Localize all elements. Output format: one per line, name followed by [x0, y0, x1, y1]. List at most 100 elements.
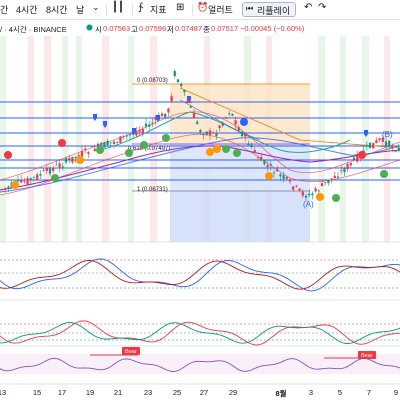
alert-button[interactable]: 얼러트	[208, 5, 233, 15]
candle-body	[212, 132, 215, 134]
candle-body	[279, 174, 282, 177]
candle-body	[333, 175, 336, 179]
candle-body	[378, 138, 381, 141]
candle-body	[58, 163, 61, 168]
candle-body	[304, 195, 308, 198]
symbol-label[interactable]: / · 4시간 · BINANCE	[0, 25, 67, 34]
candle-body	[375, 140, 378, 143]
toolbar-divider	[132, 4, 133, 16]
candle-body	[90, 145, 93, 147]
time-tick: 19	[85, 388, 95, 397]
candle-body	[311, 193, 314, 196]
candle-body	[218, 125, 221, 129]
candle-body	[176, 79, 180, 83]
candle-body	[282, 175, 285, 179]
interval-4h[interactable]: 4시간	[16, 5, 38, 15]
oscillator-pane-2[interactable]	[0, 320, 400, 347]
candle-body	[330, 178, 333, 180]
interval-1[interactable]: 간	[0, 5, 9, 15]
candle-body	[301, 191, 304, 196]
candle-body	[186, 100, 189, 102]
candle-body	[314, 188, 317, 192]
candle-body	[192, 113, 196, 118]
candle-body	[224, 117, 228, 118]
candle-body	[394, 150, 397, 152]
oscillator-pane-3[interactable]: Bear Bear	[0, 347, 400, 385]
grid-icon[interactable]: ⊞	[176, 2, 185, 13]
candle-body	[68, 158, 71, 160]
candle-body	[320, 183, 324, 187]
candle-body	[144, 123, 148, 127]
candle-body	[42, 170, 45, 172]
candle-body	[29, 178, 32, 180]
time-tick: 21	[113, 388, 123, 397]
candle-body	[266, 165, 269, 168]
candle-body	[84, 148, 87, 150]
indicators-icon[interactable]: ∱	[138, 2, 144, 13]
candle-body	[269, 164, 272, 166]
fib-level-0618: 0.618 (0.07497)	[128, 146, 170, 152]
replay-button[interactable]: ⏮ 리플레이	[242, 2, 296, 17]
candle-body	[20, 179, 23, 183]
candle-body	[391, 146, 394, 149]
candle-body	[372, 142, 375, 149]
candle-body	[138, 130, 141, 132]
candle-body	[109, 142, 112, 144]
candle-body	[125, 135, 128, 137]
candle-body	[368, 142, 372, 148]
indicators-button[interactable]: 지표	[150, 5, 167, 15]
toolbar-divider	[106, 4, 107, 16]
oscillator-pane-1[interactable]	[0, 258, 400, 301]
svg-text:Bear: Bear	[361, 353, 373, 359]
time-tick: 5	[337, 388, 343, 397]
undo-icon[interactable]: ↶	[304, 2, 313, 13]
candle-body	[256, 157, 260, 159]
price-chart[interactable]: 0 (0.08703) 0.618 (0.07497) 1 (0.06731)	[0, 36, 400, 400]
time-tick: 29	[228, 388, 238, 397]
dropdown-chevron-icon[interactable]: ⌄	[92, 2, 100, 12]
candlesticks	[0, 69, 400, 202]
time-axis[interactable]: 13 15 17 19 21 23 25 27 29 8월 3 5 7 9	[0, 386, 400, 400]
wave-label-b[interactable]: (B)	[382, 130, 393, 139]
candle-body	[349, 162, 352, 166]
candle-body	[292, 186, 295, 190]
candle-body	[55, 164, 58, 166]
interval-day[interactable]: 날	[76, 5, 85, 15]
candle-body	[80, 151, 84, 157]
candle-body	[276, 169, 279, 172]
signal-markers	[4, 96, 388, 202]
wave-label-a[interactable]: (A)	[303, 200, 314, 209]
candle-body	[148, 124, 151, 127]
candle-body	[64, 158, 68, 163]
candle-body	[253, 150, 256, 153]
candle-body	[336, 176, 340, 178]
open-value: 0.07563	[103, 24, 131, 33]
time-tick: 23	[143, 388, 153, 397]
bear-tag-2: Bear	[358, 351, 376, 359]
candle-body	[93, 148, 96, 152]
candle-body	[199, 130, 202, 132]
redo-icon[interactable]: ↷	[318, 2, 327, 13]
candle-body	[0, 189, 4, 191]
candle-body	[164, 113, 167, 118]
time-tick: 13	[0, 388, 7, 397]
candle-body	[327, 179, 330, 184]
candle-body	[23, 181, 26, 183]
interval-8h[interactable]: 8시간	[46, 5, 68, 15]
candle-body	[100, 142, 103, 146]
candle-body	[308, 193, 311, 196]
candle-body	[151, 122, 154, 124]
candle-body	[352, 157, 356, 161]
elliott-wave-labels[interactable]: (A) (B)	[303, 130, 393, 209]
candle-body	[196, 121, 199, 124]
candles-icon[interactable]: ┃┃	[112, 2, 125, 13]
ohlc-legend: / · 4시간 · BINANCE 시 0.07563 고 0.07596 저 …	[0, 22, 400, 36]
candle-body	[26, 178, 29, 185]
candle-body	[32, 176, 36, 178]
close-label: 종	[203, 25, 210, 34]
candle-body	[112, 141, 116, 144]
alarm-clock-icon[interactable]: ⏰	[197, 2, 209, 12]
candle-body	[189, 106, 192, 108]
candle-body	[288, 179, 292, 182]
bear-tag-1: Bear	[122, 347, 140, 355]
